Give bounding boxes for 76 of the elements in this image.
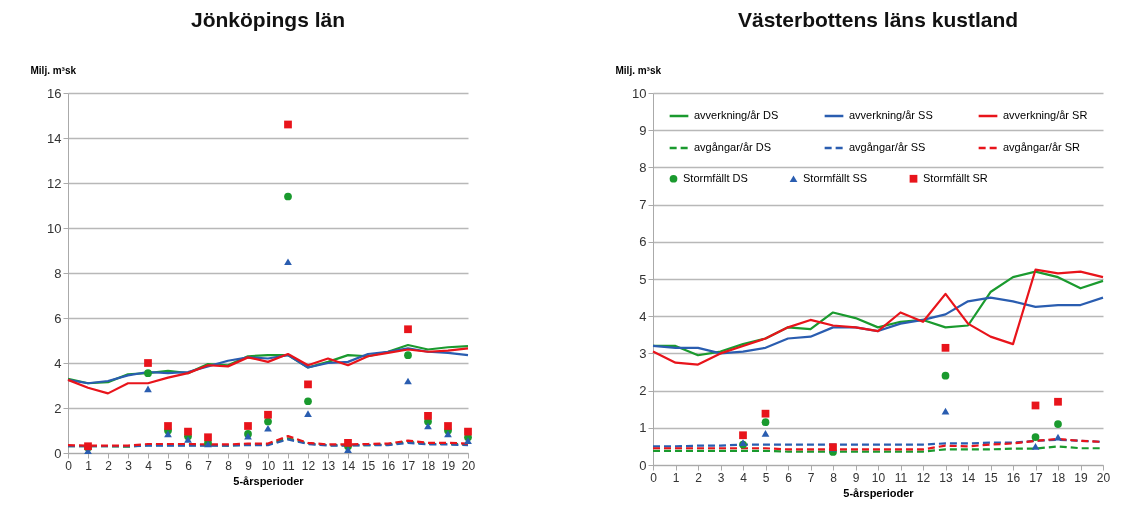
- x-tick-label: 12: [301, 458, 316, 473]
- x-tick-label: 18: [1051, 470, 1066, 485]
- x-tick-label: 2: [695, 470, 703, 485]
- y-tick-label: 6: [639, 234, 647, 250]
- x-axis-title: 5-årsperioder: [233, 474, 305, 487]
- y-tick-label: 2: [54, 400, 62, 416]
- x-tick-label: 13: [321, 458, 336, 473]
- x-tick-label: 7: [205, 458, 213, 473]
- legend-label: avgångar/år SR: [1003, 141, 1081, 153]
- y-tick-label: 2: [639, 383, 647, 399]
- x-tick-label: 20: [1096, 470, 1111, 485]
- y-tick-label: 1: [639, 420, 647, 436]
- legend-label: avverkning/år SS: [849, 109, 933, 121]
- legend-label: Stormfällt SS: [803, 171, 868, 184]
- y-axis-title: Milj. m³sk: [30, 64, 77, 76]
- y-tick-label: 10: [632, 85, 647, 101]
- legend-label: avgångar/år SS: [849, 141, 926, 153]
- legend-label: Stormfällt DS: [683, 171, 748, 184]
- x-tick-label: 5: [165, 458, 173, 473]
- chart-title: Västerbottens läns kustland: [737, 8, 1019, 31]
- x-tick-label: 16: [381, 458, 396, 473]
- y-tick-label: 8: [54, 265, 62, 281]
- y-tick-label: 14: [47, 130, 62, 146]
- x-tick-label: 11: [282, 458, 296, 473]
- x-tick-label: 19: [1074, 470, 1088, 485]
- x-tick-label: 6: [185, 458, 193, 473]
- x-tick-label: 15: [984, 470, 998, 485]
- x-tick-label: 3: [125, 458, 133, 473]
- legend-label: avverkning/år DS: [694, 109, 779, 121]
- x-axis-title: 5-årsperioder: [843, 486, 915, 499]
- x-tick-label: 18: [421, 458, 436, 473]
- x-tick-label: 8: [830, 470, 838, 485]
- y-tick-label: 6: [54, 310, 62, 326]
- x-tick-label: 0: [650, 470, 658, 485]
- legend-label: avverkning/år SR: [1003, 109, 1088, 121]
- y-tick-label: 4: [54, 355, 62, 371]
- x-tick-label: 9: [852, 470, 860, 485]
- y-tick-label: 8: [639, 159, 647, 175]
- chart-title: Jönköpings län: [190, 8, 346, 31]
- x-tick-label: 16: [1006, 470, 1021, 485]
- y-tick-label: 3: [639, 345, 647, 361]
- y-tick-label: 7: [639, 197, 647, 213]
- x-tick-label: 6: [785, 470, 793, 485]
- x-tick-label: 4: [145, 458, 153, 473]
- x-tick-label: 0: [65, 458, 73, 473]
- x-tick-label: 1: [85, 458, 93, 473]
- x-tick-label: 17: [1029, 470, 1043, 485]
- legend-label: Stormfällt SR: [923, 171, 988, 184]
- y-axis-title: Milj. m³sk: [615, 64, 662, 76]
- x-tick-label: 19: [441, 458, 456, 473]
- x-tick-label: 20: [461, 458, 476, 473]
- x-tick-label: 13: [939, 470, 953, 485]
- x-tick-label: 8: [225, 458, 233, 473]
- y-tick-label: 5: [639, 271, 647, 287]
- y-tick-label: 9: [639, 122, 647, 138]
- x-tick-label: 4: [740, 470, 748, 485]
- x-tick-label: 1: [672, 470, 680, 485]
- y-tick-label: 16: [47, 85, 62, 101]
- x-tick-label: 12: [916, 470, 931, 485]
- x-tick-label: 11: [894, 470, 908, 485]
- y-tick-label: 12: [47, 175, 62, 191]
- x-tick-label: 17: [401, 458, 416, 473]
- x-tick-label: 10: [871, 470, 886, 485]
- legend-label: avgångar/år DS: [694, 141, 772, 153]
- x-tick-label: 14: [961, 470, 976, 485]
- x-tick-label: 7: [807, 470, 815, 485]
- y-tick-label: 10: [47, 220, 62, 236]
- x-tick-label: 14: [341, 458, 356, 473]
- y-tick-label: 4: [639, 308, 647, 324]
- x-tick-label: 5: [762, 470, 770, 485]
- x-tick-label: 9: [245, 458, 253, 473]
- x-tick-label: 2: [105, 458, 113, 473]
- x-tick-label: 3: [717, 470, 725, 485]
- x-tick-label: 10: [261, 458, 276, 473]
- x-tick-label: 15: [361, 458, 376, 473]
- y-tick-label: 0: [54, 445, 62, 461]
